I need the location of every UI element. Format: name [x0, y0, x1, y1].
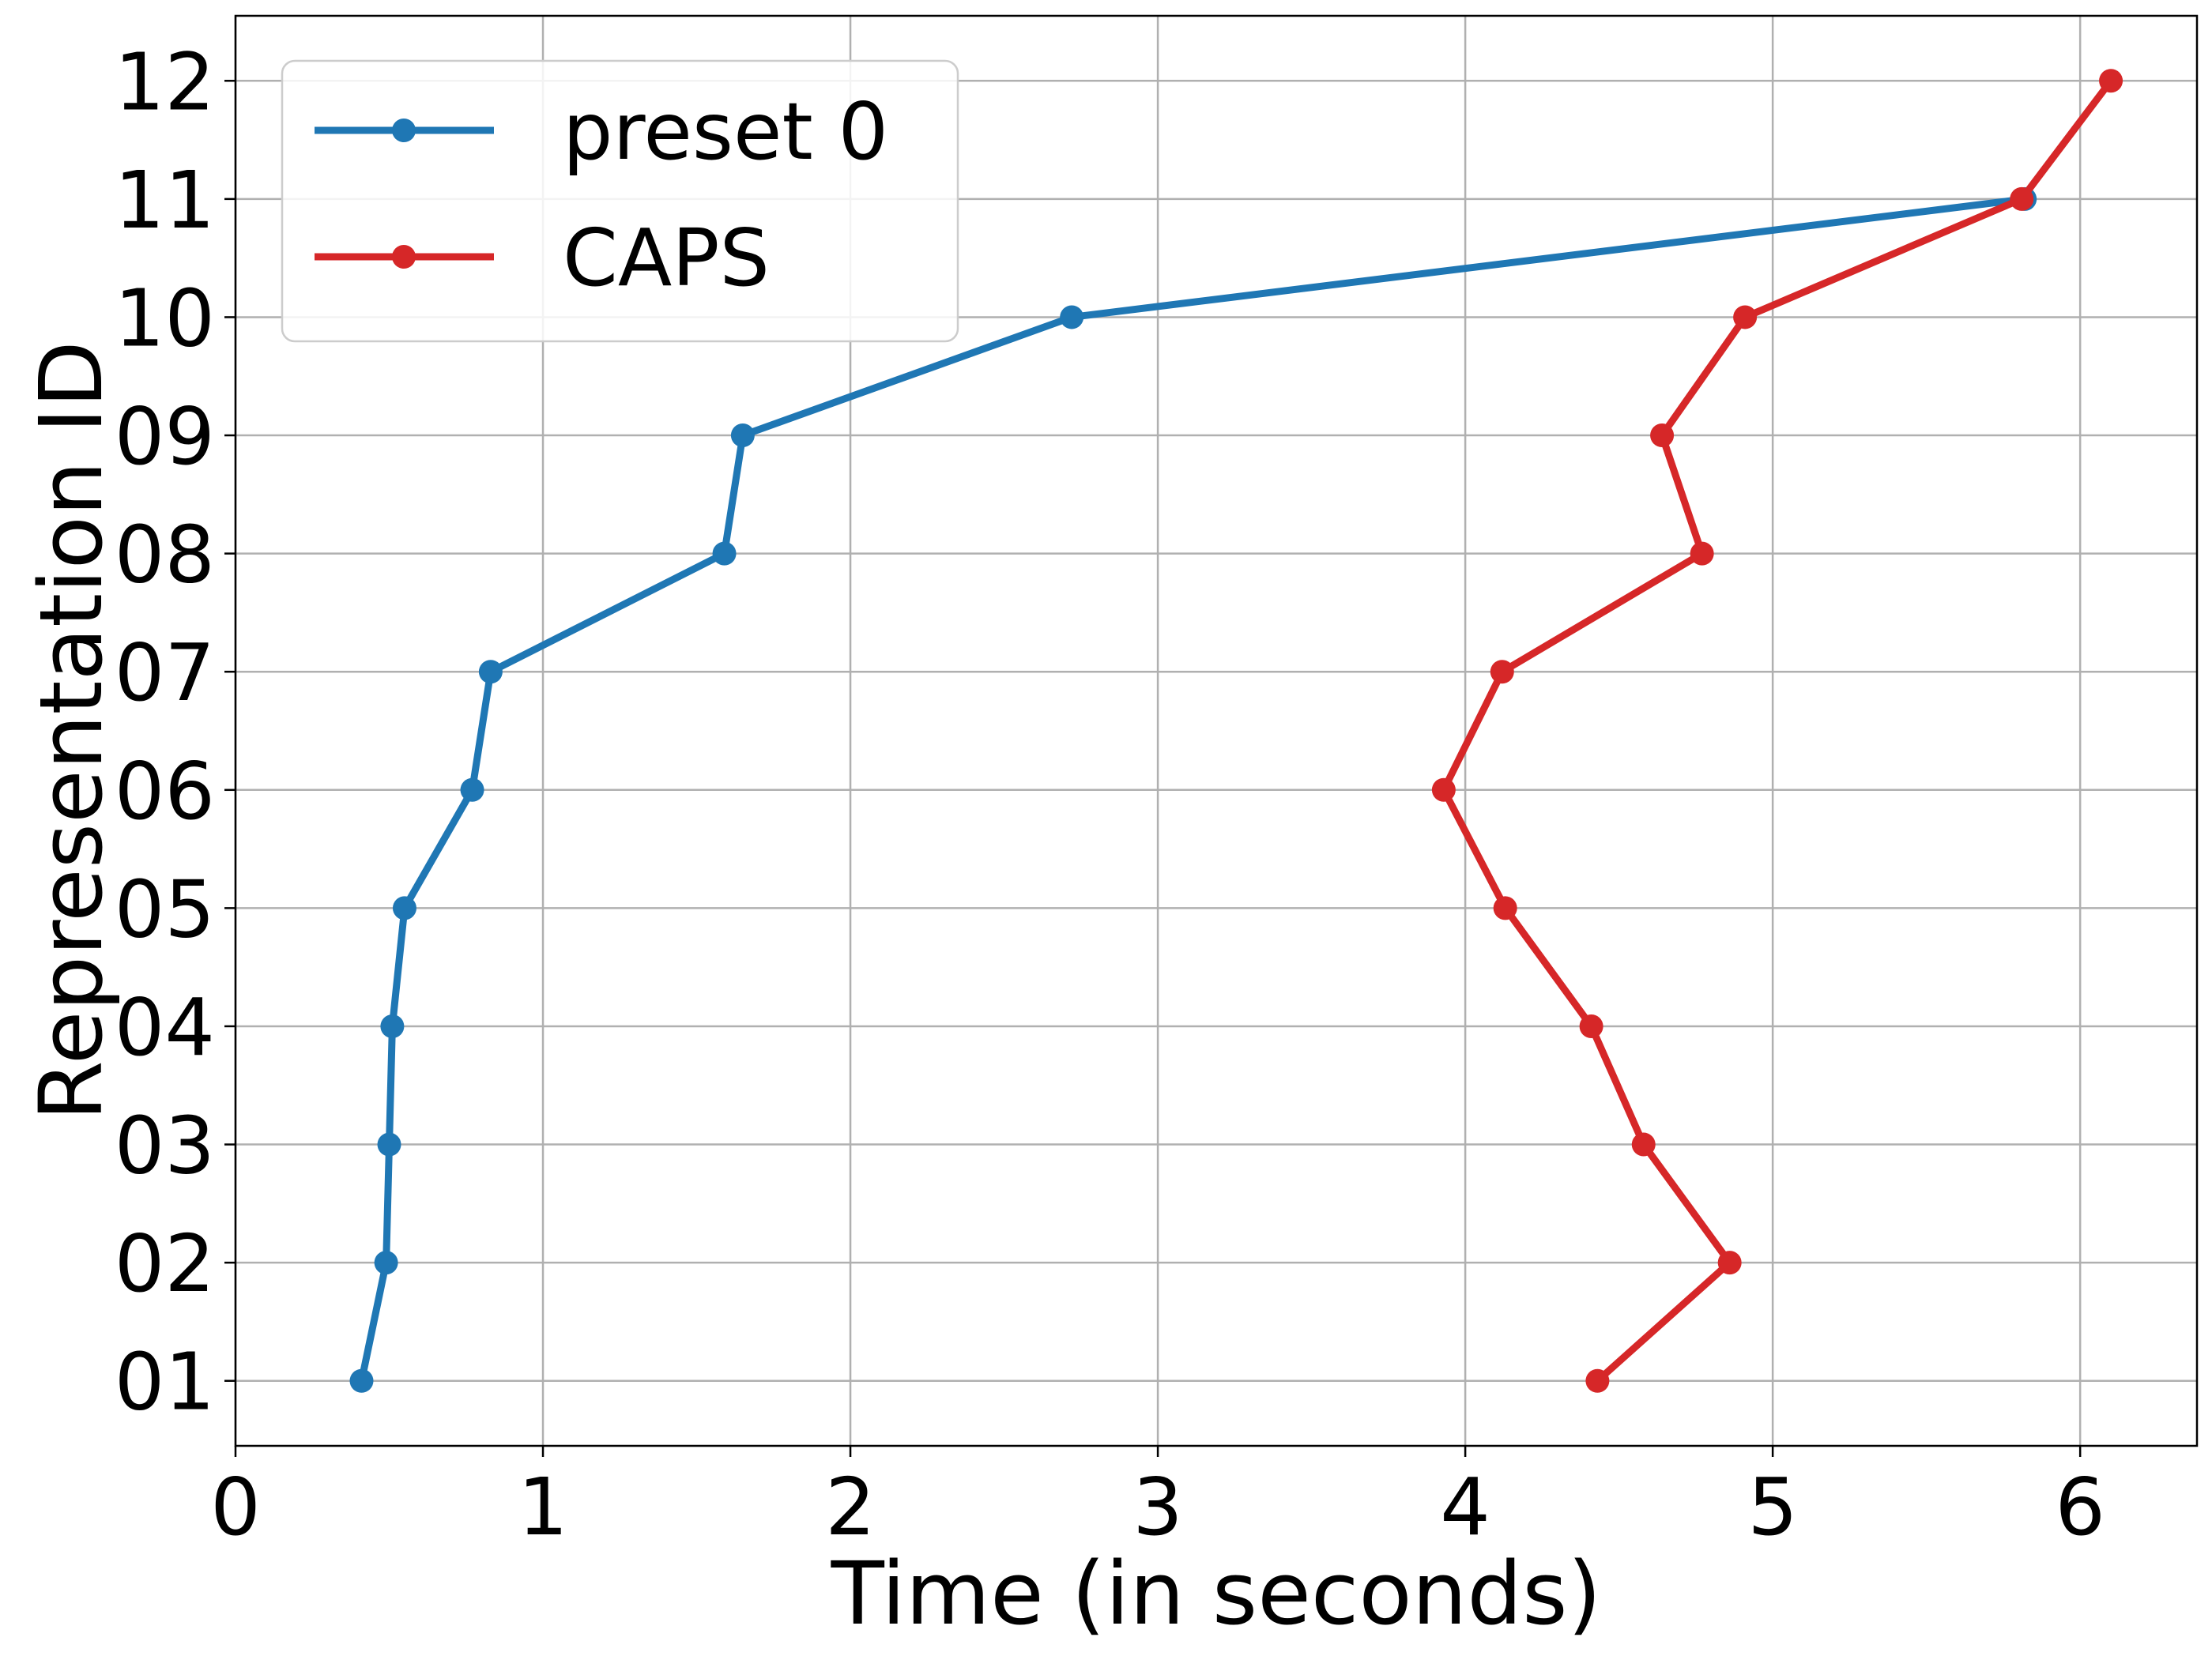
y-tick-label: 09 [115, 390, 215, 483]
data-point [380, 1014, 405, 1038]
data-point [1585, 1368, 1610, 1393]
y-tick-label: 12 [115, 36, 215, 128]
data-point [1717, 1251, 1742, 1275]
data-point [1493, 896, 1517, 920]
x-axis-label: Time (in seconds) [831, 1543, 1602, 1644]
x-tick-label: 3 [1132, 1461, 1183, 1553]
y-tick-label: 11 [115, 154, 215, 247]
data-point [1490, 660, 1514, 684]
x-tick-label: 5 [1747, 1461, 1798, 1553]
x-tick-label: 1 [518, 1461, 568, 1553]
data-point [1060, 305, 1084, 329]
data-point [1650, 423, 1675, 448]
x-tick-label: 6 [2055, 1461, 2105, 1553]
x-tick-label: 2 [825, 1461, 876, 1553]
data-point [1733, 305, 1758, 329]
data-point [1431, 777, 1456, 802]
legend-entry: preset 0 [315, 85, 888, 178]
legend-label: preset 0 [563, 85, 888, 178]
data-point [1579, 1014, 1603, 1038]
data-point [730, 423, 755, 448]
y-tick-label: 06 [115, 745, 215, 837]
series-layer [349, 69, 2123, 1393]
series-line [1440, 77, 2115, 1385]
x-tick-label: 4 [1440, 1461, 1490, 1553]
data-point [377, 1132, 401, 1157]
plot-frame [234, 14, 2199, 1447]
series-1 [1431, 69, 2123, 1393]
legend-entries: preset 0 CAPS [315, 85, 888, 304]
y-tick-label: 10 [115, 272, 215, 364]
data-point [2010, 186, 2034, 211]
y-tick-label: 08 [115, 509, 215, 601]
y-tick-label: 04 [115, 981, 215, 1074]
legend-label: CAPS [563, 212, 770, 304]
y-tick-label: 02 [115, 1218, 215, 1310]
data-point [349, 1368, 374, 1393]
data-point [374, 1251, 398, 1275]
data-point [460, 777, 484, 802]
x-tick-label: 0 [210, 1461, 261, 1553]
y-tick-label: 03 [115, 1100, 215, 1192]
y-tick-label: 07 [115, 627, 215, 719]
data-point [1690, 541, 1714, 566]
y-tick-label: 05 [115, 863, 215, 955]
legend-marker [392, 119, 416, 142]
y-axis-label: Representation ID [21, 341, 122, 1121]
data-point [1631, 1132, 1656, 1157]
y-tick-label: 01 [115, 1336, 215, 1428]
legend-entry: CAPS [315, 212, 770, 304]
data-point [712, 541, 737, 566]
data-point [478, 660, 503, 684]
legend: preset 0 CAPS [281, 59, 959, 343]
legend-marker [392, 245, 416, 269]
data-point [2099, 69, 2123, 93]
data-point [392, 896, 416, 920]
